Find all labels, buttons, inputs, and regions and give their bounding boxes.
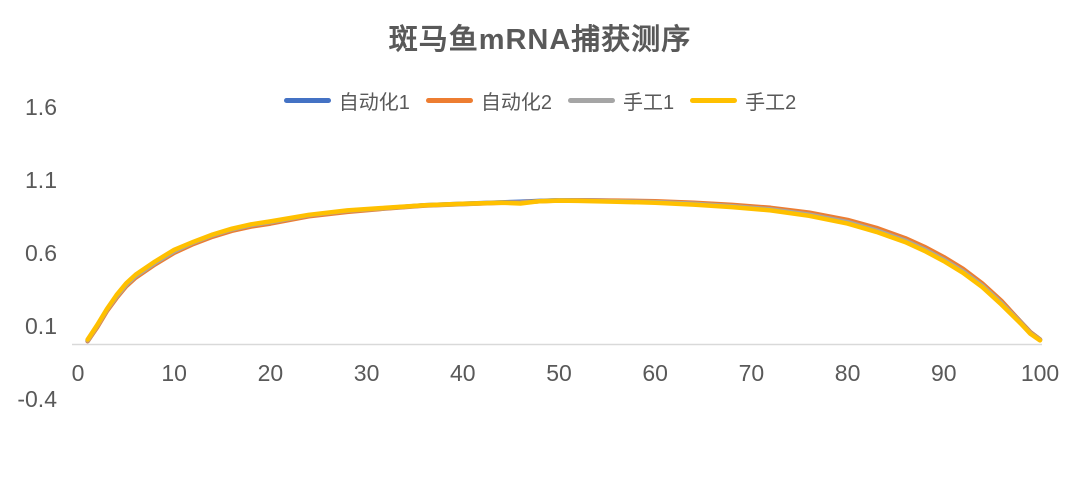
x-axis-tick-label: 80 bbox=[834, 360, 861, 386]
chart-legend: 自动化1 自动化2 手工1 手工2 bbox=[0, 86, 1080, 115]
chart-title: 斑马鱼mRNA捕获测序 bbox=[388, 24, 692, 56]
legend-label: 自动化1 bbox=[338, 92, 410, 114]
x-axis-tick-label: 100 bbox=[1020, 360, 1060, 386]
legend-item-manual-1: 手工1 bbox=[568, 86, 674, 115]
series-line-manual-2 bbox=[85, 198, 1043, 343]
legend-label: 手工2 bbox=[745, 92, 797, 114]
legend-label: 手工1 bbox=[623, 92, 675, 114]
x-axis-tick-label: 70 bbox=[738, 360, 765, 386]
y-axis-tick-label: -0.4 bbox=[17, 386, 57, 413]
x-axis-tick-label: 60 bbox=[642, 360, 668, 386]
x-axis-tick-label: 0 bbox=[71, 360, 85, 386]
legend-line-swatch-icon bbox=[425, 98, 473, 103]
legend-line-swatch-icon bbox=[690, 98, 738, 103]
legend-line-swatch-icon bbox=[283, 98, 331, 103]
y-axis-tick-label: 1.1 bbox=[25, 167, 57, 194]
y-axis-tick-label: 0.6 bbox=[25, 240, 57, 267]
x-axis-tick-label: 40 bbox=[450, 360, 476, 386]
legend-item-automation-2: 自动化2 bbox=[425, 86, 552, 115]
legend-line-swatch-icon bbox=[568, 98, 615, 103]
x-axis-tick-label: 50 bbox=[546, 360, 572, 386]
legend-item-manual-2: 手工2 bbox=[690, 86, 796, 115]
legend-item-automation-1: 自动化1 bbox=[283, 86, 410, 115]
series-line-manual-1 bbox=[85, 198, 1043, 343]
x-axis-tick-label: 10 bbox=[161, 360, 187, 386]
legend-label: 自动化2 bbox=[480, 92, 552, 114]
y-axis-tick-label: 0.1 bbox=[25, 313, 57, 340]
series-line-automation-1 bbox=[85, 197, 1043, 344]
x-axis-tick-label: 20 bbox=[257, 360, 284, 386]
series-line-automation-2 bbox=[85, 197, 1043, 344]
x-axis-tick-label: 90 bbox=[931, 360, 957, 386]
x-axis-tick-label: 30 bbox=[353, 360, 380, 386]
y-axis-tick-label: 1.6 bbox=[25, 94, 57, 121]
